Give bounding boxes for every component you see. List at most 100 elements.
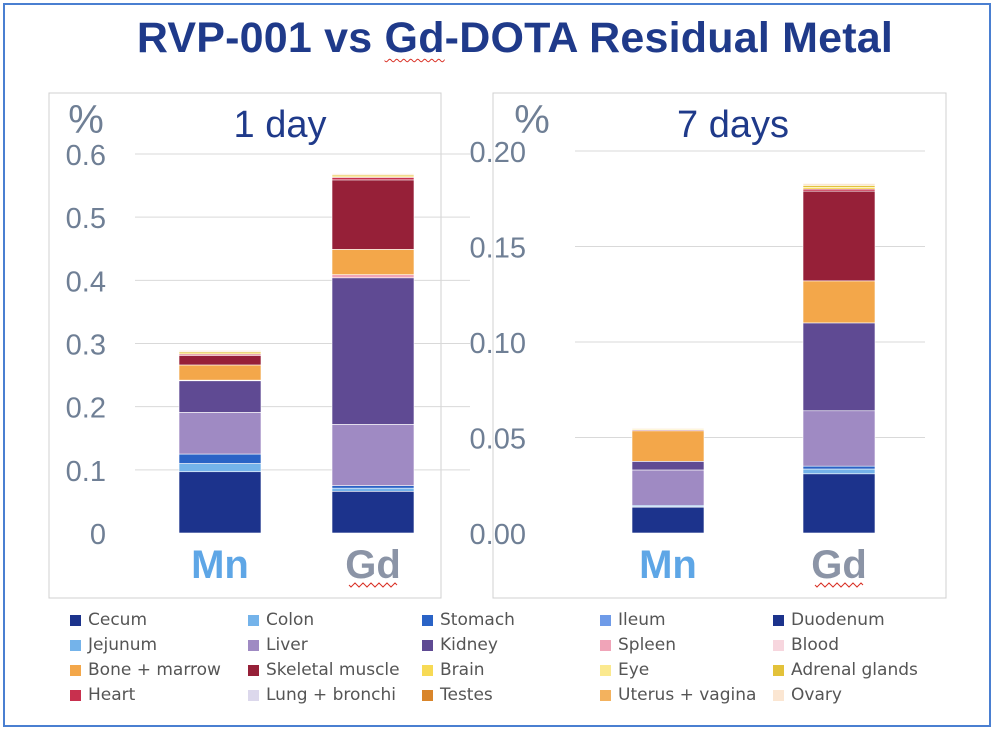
legend-swatch (422, 689, 433, 701)
legend-item: Uterus + vagina (600, 684, 756, 706)
legend-item: Jejunum (70, 634, 157, 656)
category-label-gd: Gd (345, 543, 401, 587)
legend-swatch (248, 689, 259, 701)
legend-label: Duodenum (791, 610, 885, 630)
bar-segment-duodenum (331, 491, 415, 534)
bar-segment-liver (802, 410, 876, 467)
legend-label: Spleen (618, 635, 676, 655)
legend-swatch (70, 639, 81, 651)
bar-segment-ovary (331, 173, 415, 176)
y-unit-label: % (68, 98, 104, 142)
legend-item: Cecum (70, 609, 147, 631)
legend-item: Adrenal glands (773, 659, 918, 681)
y-tick-label: 0.10 (470, 328, 526, 360)
legend-swatch (600, 689, 611, 701)
y-tick-label: 0.2 (66, 393, 106, 425)
panel-frame (48, 92, 442, 599)
legend-label: Kidney (440, 635, 498, 655)
y-tick-label: 0.4 (66, 266, 106, 298)
category-label-mn: Mn (639, 543, 697, 587)
y-tick-label: 0.15 (470, 233, 526, 265)
bar-segment-spleen (331, 274, 415, 279)
bar-segment-kidney (802, 322, 876, 412)
legend-label: Ovary (791, 685, 842, 705)
bar-segment-kidney (631, 461, 705, 471)
bar-segment-kidney (178, 380, 262, 413)
y-tick-label: 0.5 (66, 203, 106, 235)
slide-title: RVP-001 vs Gd-DOTA Residual Metal (0, 14, 996, 63)
legend-swatch (70, 614, 81, 626)
legend-swatch (600, 639, 611, 651)
bar-segment-bone-marrow (178, 364, 262, 381)
spellcheck-underline (814, 582, 864, 588)
category-label-gd: Gd (811, 543, 867, 587)
y-tick-label: 0 (90, 519, 106, 551)
legend-item: Heart (70, 684, 135, 706)
legend-label: Brain (440, 660, 485, 680)
legend-swatch (773, 614, 784, 626)
legend-label: Skeletal muscle (266, 660, 400, 680)
legend-swatch (600, 664, 611, 676)
bar-segment-heart (331, 177, 415, 181)
bar-segment-duodenum (802, 473, 876, 534)
legend-label: Jejunum (88, 635, 158, 655)
legend-label: Stomach (440, 610, 515, 630)
bar-segment-stomach (331, 485, 415, 489)
bar-segment-duodenum (631, 506, 705, 534)
bar-segment-ovary (802, 183, 876, 186)
legend-swatch (248, 639, 259, 651)
legend-swatch (248, 614, 259, 626)
legend-swatch (422, 639, 433, 651)
legend-label: Bone + marrow (88, 660, 221, 680)
legend-label: Blood (791, 635, 839, 655)
legend-label: Testes (440, 685, 493, 705)
bar-segment-bone-marrow (802, 280, 876, 324)
legend-item: Ileum (600, 609, 666, 631)
y-tick-label: 0.6 (66, 140, 106, 172)
bar-segment-jejunum (331, 487, 415, 492)
legend-label: Ileum (618, 610, 666, 630)
legend-swatch (422, 664, 433, 676)
legend-item: Blood (773, 634, 839, 656)
legend-label: Heart (88, 685, 136, 705)
y-unit-label: % (514, 98, 550, 142)
bar-segment-ovary (178, 350, 262, 353)
y-tick-label: 0.20 (470, 137, 526, 169)
title-underlined-word: Gd (384, 14, 445, 62)
title-pre: RVP-001 vs (136, 14, 385, 62)
legend-item: Colon (248, 609, 314, 631)
y-tick-label: 0.3 (66, 330, 106, 362)
bar-segment-duodenum (178, 471, 262, 534)
legend-item: Kidney (422, 634, 498, 656)
legend-item: Spleen (600, 634, 676, 656)
bar-segment-liver (631, 469, 705, 506)
legend-swatch (773, 689, 784, 701)
legend-label: Liver (266, 635, 308, 655)
bar-segment-bone-marrow (331, 249, 415, 275)
legend-swatch (773, 639, 784, 651)
panel-frame (492, 92, 947, 599)
legend-item: Testes (422, 684, 493, 706)
legend-swatch (773, 664, 784, 676)
legend-label: Eye (618, 660, 650, 680)
y-tick-label: 0.05 (470, 424, 526, 456)
y-tick-label: 0.00 (470, 519, 526, 551)
category-label-mn: Mn (191, 543, 249, 587)
slide-frame (3, 3, 991, 727)
bar-segment-liver (331, 424, 415, 486)
bar-segment-skeletal-muscle (802, 190, 876, 282)
bar-segment-skeletal-muscle (178, 355, 262, 366)
legend-item: Liver (248, 634, 308, 656)
bar-segment-stomach (178, 453, 262, 464)
legend-label: Cecum (88, 610, 148, 630)
bar-segment-ovary (631, 427, 705, 430)
legend-label: Colon (266, 610, 315, 630)
legend-item: Lung + bronchi (248, 684, 396, 706)
bar-segment-jejunum (802, 468, 876, 475)
legend-label: Adrenal glands (791, 660, 918, 680)
legend-label: Uterus + vagina (618, 685, 757, 705)
legend-item: Eye (600, 659, 649, 681)
bar-segment-jejunum (178, 463, 262, 473)
legend-item: Skeletal muscle (248, 659, 400, 681)
legend-swatch (600, 614, 611, 626)
